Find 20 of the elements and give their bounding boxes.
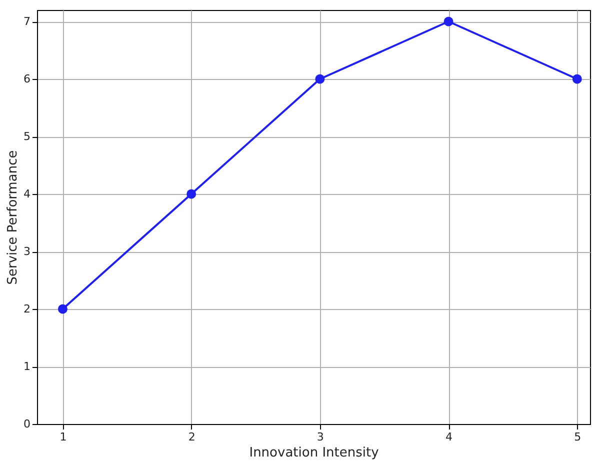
y-tick-label: 2 bbox=[24, 302, 30, 316]
y-tick-label: 6 bbox=[24, 72, 30, 86]
x-tick-label: 1 bbox=[60, 430, 67, 444]
y-tick-label: 7 bbox=[24, 15, 30, 28]
x-tick-label: 2 bbox=[188, 430, 196, 444]
x-tick-label: 5 bbox=[574, 430, 582, 444]
y-tick-label: 5 bbox=[24, 130, 30, 143]
y-tick-label: 1 bbox=[24, 360, 30, 373]
y-tick-label: 0 bbox=[24, 418, 30, 430]
point bbox=[58, 304, 68, 314]
point bbox=[186, 189, 196, 199]
y-tick-label: 3 bbox=[24, 245, 30, 258]
x-tick-label: 3 bbox=[316, 430, 324, 444]
y-tick-label: 4 bbox=[24, 188, 30, 200]
point bbox=[572, 74, 582, 84]
x-tick-label: 4 bbox=[446, 430, 453, 444]
x-axis-title: Innovation Intensity bbox=[249, 446, 380, 460]
point bbox=[315, 74, 325, 84]
point bbox=[444, 16, 454, 26]
y-axis-title: Service Performance bbox=[6, 150, 20, 285]
